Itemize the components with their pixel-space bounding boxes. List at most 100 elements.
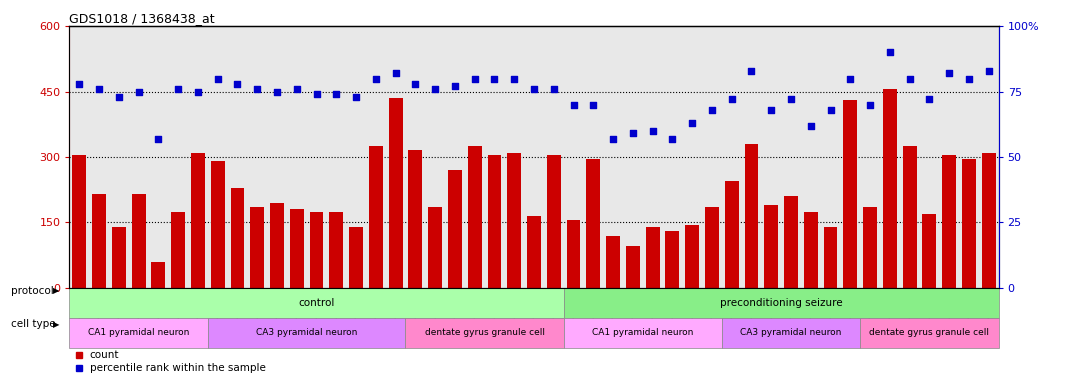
Point	[802, 123, 819, 129]
Bar	[564, 288, 999, 318]
Point	[723, 96, 740, 102]
Bar	[981, 153, 995, 288]
Point	[347, 94, 364, 100]
Bar	[784, 196, 798, 288]
Bar	[389, 98, 403, 288]
Text: CA1 pyramidal neuron: CA1 pyramidal neuron	[592, 328, 693, 337]
Point	[644, 128, 661, 134]
Point	[625, 130, 642, 136]
Text: ▶: ▶	[53, 320, 60, 329]
Bar	[962, 159, 976, 288]
Point	[189, 88, 206, 94]
Bar	[112, 227, 126, 288]
Point	[763, 107, 780, 113]
Bar	[860, 318, 999, 348]
Bar	[547, 155, 561, 288]
Text: control: control	[298, 298, 334, 308]
Text: ▶: ▶	[53, 286, 60, 295]
Bar	[507, 153, 521, 288]
Point	[446, 83, 464, 89]
Point	[743, 68, 760, 74]
Point	[486, 76, 503, 82]
Point	[308, 91, 325, 97]
Bar	[152, 262, 166, 288]
Bar	[902, 146, 916, 288]
Bar	[468, 146, 482, 288]
Point	[704, 107, 721, 113]
Point	[209, 76, 226, 82]
Point	[387, 70, 404, 76]
Bar	[310, 211, 324, 288]
Bar	[646, 227, 660, 288]
Bar	[73, 155, 87, 288]
Point	[150, 136, 167, 142]
Bar	[942, 155, 956, 288]
Text: percentile rank within the sample: percentile rank within the sample	[90, 363, 266, 373]
Text: preconditioning seizure: preconditioning seizure	[720, 298, 843, 308]
Bar	[923, 214, 937, 288]
Bar	[765, 205, 779, 288]
Bar	[844, 100, 858, 288]
Point	[565, 102, 582, 108]
Bar	[289, 209, 303, 288]
Point	[941, 70, 958, 76]
Bar	[408, 150, 422, 288]
Bar	[686, 225, 700, 288]
Bar	[487, 155, 501, 288]
Bar	[528, 216, 540, 288]
Point	[525, 86, 543, 92]
Bar	[804, 211, 818, 288]
Bar	[665, 231, 679, 288]
Bar	[725, 181, 739, 288]
Point	[91, 86, 108, 92]
Bar	[208, 318, 406, 348]
Text: cell type: cell type	[11, 320, 56, 329]
Bar	[705, 207, 719, 288]
Point	[862, 102, 879, 108]
Point	[426, 86, 443, 92]
Point	[249, 86, 266, 92]
Bar	[231, 188, 245, 288]
Bar	[863, 207, 877, 288]
Bar	[564, 318, 722, 348]
Bar	[368, 146, 382, 288]
Bar	[92, 194, 106, 288]
Bar	[428, 207, 442, 288]
Point	[585, 102, 602, 108]
Bar	[250, 207, 264, 288]
Point	[664, 136, 681, 142]
Bar	[69, 288, 564, 318]
Bar	[406, 318, 564, 348]
Bar	[607, 236, 621, 288]
Point	[466, 76, 483, 82]
Text: count: count	[90, 350, 120, 360]
Bar	[626, 246, 640, 288]
Point	[783, 96, 800, 102]
Text: CA3 pyramidal neuron: CA3 pyramidal neuron	[256, 328, 358, 337]
Point	[901, 76, 918, 82]
Point	[70, 81, 88, 87]
Point	[170, 86, 187, 92]
Point	[822, 107, 839, 113]
Bar	[210, 161, 224, 288]
Text: GDS1018 / 1368438_at: GDS1018 / 1368438_at	[69, 12, 215, 25]
Point	[921, 96, 938, 102]
Point	[604, 136, 622, 142]
Bar	[744, 144, 758, 288]
Point	[328, 91, 345, 97]
Point	[367, 76, 384, 82]
Bar	[131, 194, 145, 288]
Point	[546, 86, 563, 92]
Bar	[883, 90, 897, 288]
Point	[881, 50, 898, 55]
Text: CA3 pyramidal neuron: CA3 pyramidal neuron	[740, 328, 842, 337]
Text: dentate gyrus granule cell: dentate gyrus granule cell	[425, 328, 545, 337]
Text: protocol: protocol	[11, 286, 53, 296]
Point	[130, 88, 147, 94]
Bar	[586, 159, 600, 288]
Bar	[270, 203, 284, 288]
Point	[842, 76, 859, 82]
Point	[268, 88, 285, 94]
Bar	[722, 318, 860, 348]
Bar	[823, 227, 837, 288]
